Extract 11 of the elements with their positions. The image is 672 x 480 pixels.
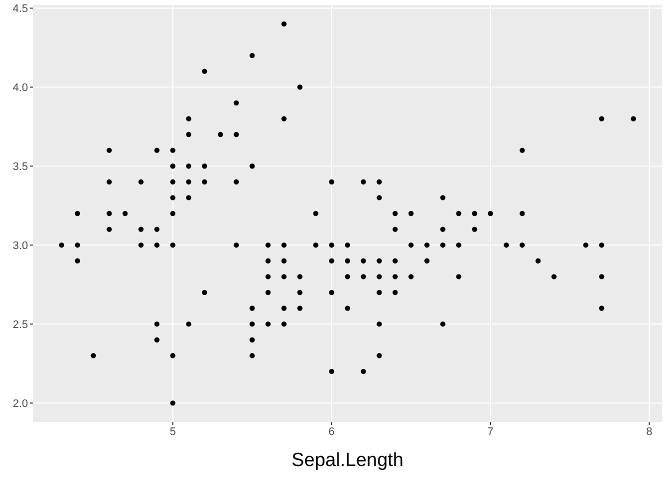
x-tick-label: 5 [170,426,176,438]
y-tick-label: 2.5 [12,318,28,331]
x-tick-label: 6 [328,426,335,438]
y-tick-label: 3.0 [12,240,28,252]
y-tick-label: 4.0 [12,82,28,94]
y-tick-label: 3.5 [12,161,28,174]
x-tick-label: 7 [487,426,494,438]
y-tick-label: 4.5 [12,3,28,16]
y-tick-label: 2.0 [12,398,28,410]
x-axis-title: Sepal.Length [292,450,404,471]
x-tick-label: 8 [646,426,652,438]
